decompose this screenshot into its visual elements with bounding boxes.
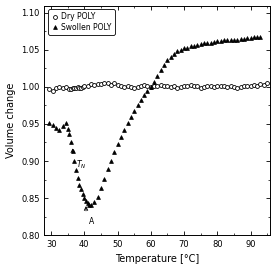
Swollen POLY	[186, 46, 189, 49]
Text: $T_N$: $T_N$	[76, 159, 87, 171]
X-axis label: Temperature [°C]: Temperature [°C]	[115, 254, 200, 264]
Swollen POLY	[259, 35, 262, 38]
Swollen POLY	[89, 204, 93, 207]
Dry POLY	[266, 82, 269, 85]
Dry POLY	[58, 85, 61, 89]
Dry POLY	[51, 90, 54, 93]
Dry POLY	[103, 82, 106, 85]
Swollen POLY	[84, 199, 88, 202]
Dry POLY	[76, 85, 79, 89]
Text: A: A	[89, 217, 95, 225]
Dry POLY	[249, 85, 252, 88]
Dry POLY	[259, 82, 262, 86]
Swollen POLY	[159, 68, 163, 72]
Y-axis label: Volume change: Volume change	[6, 83, 15, 158]
Dry POLY	[179, 85, 182, 89]
Legend: Dry POLY, Swollen POLY: Dry POLY, Swollen POLY	[48, 9, 115, 35]
Line: Swollen POLY: Swollen POLY	[47, 35, 262, 207]
Line: Dry POLY: Dry POLY	[47, 81, 269, 93]
Swollen POLY	[176, 50, 179, 53]
Dry POLY	[48, 87, 51, 91]
Swollen POLY	[48, 121, 51, 124]
Dry POLY	[152, 85, 156, 88]
Swollen POLY	[106, 167, 109, 171]
Swollen POLY	[73, 159, 76, 163]
